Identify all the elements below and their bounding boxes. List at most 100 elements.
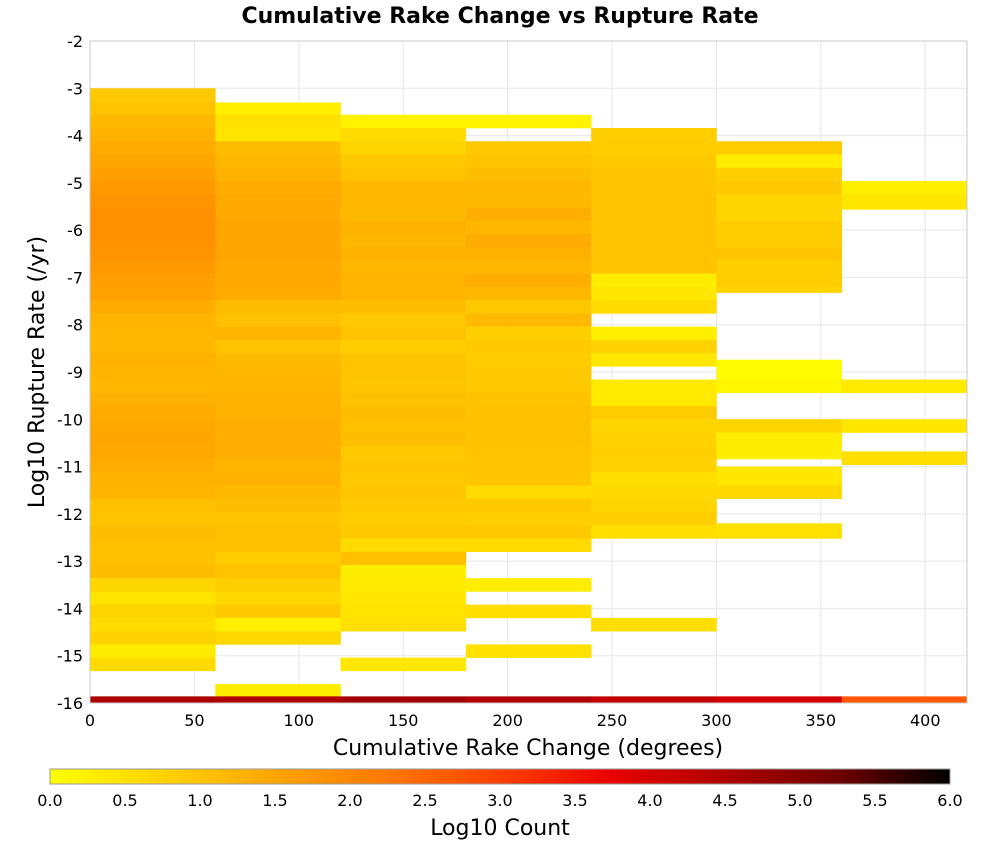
y-tick-label: -13 [57,552,83,571]
heatmap-cell [465,445,592,460]
heatmap-cell [340,286,467,301]
heatmap-cell [215,578,341,592]
heatmap-cell [591,485,717,500]
heatmap-cell [340,392,467,407]
heatmap-cell [716,523,843,539]
heatmap-cell [340,511,467,526]
x-axis-label: Cumulative Rake Change (degrees) [333,736,723,761]
heatmap-cell [465,392,592,407]
heatmap-cell [90,485,216,500]
heatmap-cell [340,273,467,288]
heatmap-cell [465,286,592,301]
heatmap-cell [90,114,216,129]
heatmap-cell [591,233,717,248]
heatmap-cell [591,419,717,433]
heatmap-cell [591,154,717,169]
heatmap-cell [591,194,717,208]
heatmap-cell [465,300,592,314]
heatmap-cell [591,445,717,460]
heatmap-cell [340,114,467,129]
heatmap-cell [465,353,592,367]
heatmap-cell [215,260,341,274]
heatmap-cell [90,247,216,261]
heatmap-cell [465,472,592,486]
heatmap-cell [90,419,216,433]
heatmap-cell [716,141,843,155]
heatmap-cell [215,684,341,698]
heatmap-cell [215,247,341,261]
heatmap-cell [340,154,467,169]
heatmap-cell [215,379,341,394]
heatmap-cell [465,498,592,513]
heatmap-cell [465,326,592,341]
x-tick-label: 0 [85,711,95,730]
heatmap-cell [465,485,592,500]
heatmap-cell [215,102,341,116]
y-axis-label: Log10 Rupture Rate (/yr) [25,236,50,508]
heatmap-cell [591,128,717,142]
heatmap-cell [716,466,843,486]
y-tick-label: -11 [57,458,83,477]
heatmap-cell [465,511,592,526]
heatmap-cell [716,432,843,447]
heatmap-cell [340,326,467,341]
heatmap-cell [90,260,216,274]
heatmap-cell [215,326,341,341]
heatmap-cell [716,233,843,248]
heatmap-cell [215,114,341,129]
heatmap-cell [591,260,717,274]
heatmap-cell [90,696,216,704]
heatmap-cell [90,538,216,552]
heatmap-cell [591,286,717,301]
heatmap-cell [591,696,717,704]
heatmap-cell [215,128,341,142]
heatmap-cell [90,154,216,169]
heatmap-cell [465,220,592,235]
heatmap-cell [716,220,843,235]
heatmap-cell [340,260,467,274]
heatmap-cell [215,604,341,619]
heatmap-cell [465,273,592,288]
heatmap-cell [340,366,467,380]
heatmap-cell [716,247,843,261]
heatmap-cell [465,233,592,248]
heatmap-cell [591,220,717,235]
heatmap-cell [340,472,467,486]
heatmap-cell [340,379,467,394]
y-tick-label: -15 [57,647,83,666]
x-tick-label: 350 [806,711,837,730]
heatmap-cell [90,366,216,380]
heatmap-cell [340,578,467,592]
heatmap-cell [340,564,467,579]
heatmap-cell [465,339,592,354]
heatmap-cell [215,273,341,288]
y-tick-label: -4 [67,127,83,146]
heatmap-cell [465,154,592,169]
heatmap-cell [591,300,717,314]
heatmap-cell [591,339,717,354]
colorbar-tick-label: 4.5 [712,791,737,810]
heatmap-cell [90,101,216,116]
heatmap-cell [340,300,467,314]
heatmap-cell [716,167,843,182]
y-tick-label: -2 [67,32,83,51]
heatmap-cell [716,180,843,195]
heatmap-cell [215,511,341,526]
heatmap-cell [841,696,968,704]
y-tick-label: -7 [67,268,83,287]
colorbar-tick-label: 2.0 [337,791,362,810]
colorbar-tick-label: 3.5 [562,791,587,810]
x-tick-label: 250 [597,711,628,730]
x-tick-label: 200 [492,711,523,730]
heatmap-cell [215,591,341,605]
heatmap-cell [215,551,341,566]
heatmap-cell [591,498,717,513]
heatmap-cell [90,326,216,341]
heatmap-cell [340,498,467,513]
heatmap-cell [90,392,216,407]
heatmap-cell [465,114,592,129]
heatmap-cell [465,406,592,420]
heatmap-cell [716,260,843,274]
heatmap-cell [340,617,467,632]
heatmap-cell [90,233,216,248]
